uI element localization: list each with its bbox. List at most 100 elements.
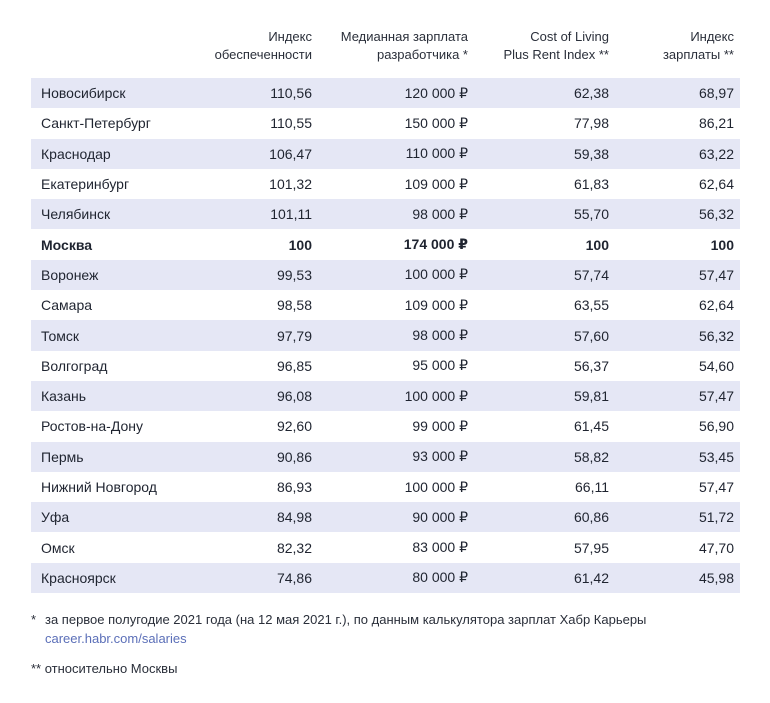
- city-cell: Воронеж: [31, 259, 206, 291]
- median-salary-cell: 83 000 ₽: [412, 539, 468, 556]
- table-row: Санкт-Петербург 110,55 150 000 ₽ 77,98 86,21: [31, 108, 740, 138]
- city-cell: Краснодар: [31, 138, 206, 169]
- cost-of-living-cell: 63,55: [573, 297, 609, 314]
- city-cell: Самара: [41, 297, 93, 314]
- cost-of-living-cell: 61,45: [573, 418, 609, 435]
- salary-index-cell: 62,64: [698, 176, 734, 193]
- city-cell: Уфа: [31, 502, 206, 533]
- salary-index-cell: 100: [710, 236, 734, 253]
- salary-index-cell: 68,97: [615, 78, 740, 109]
- city-cell: Новосибирск: [31, 78, 206, 109]
- median-salary-cell: 80 000 ₽: [318, 562, 474, 594]
- table-row: Новосибирск 110,56 120 000 ₽62,38 68,97: [31, 78, 740, 109]
- salary-index-cell: 63,22: [615, 138, 740, 169]
- index-security-cell: 96,85: [276, 357, 312, 374]
- index-security-cell: 82,32: [276, 539, 312, 556]
- header-median-salary: Медианная зарплата разработчика *: [318, 22, 474, 78]
- cost-of-living-cell: 66,11: [575, 479, 609, 495]
- city-cell: Омск: [41, 539, 75, 556]
- index-security-cell: 74,86: [206, 562, 318, 594]
- index-security-cell: 84,98: [206, 502, 318, 533]
- index-security-cell: 86,93: [276, 479, 312, 495]
- salary-index-cell: 53,45: [615, 441, 740, 472]
- median-salary-cell: 150 000 ₽: [404, 114, 468, 131]
- cost-of-living-cell: 57,60: [474, 320, 615, 351]
- table-row: Томск 97,79 98 000 ₽57,60 56,32: [31, 320, 740, 351]
- cost-of-living-cell: 61,42: [474, 562, 615, 594]
- salary-index-cell: 47,70: [698, 539, 734, 556]
- cost-of-living-cell: 56,37: [573, 357, 609, 374]
- cost-of-living-cell: 77,98: [573, 115, 609, 132]
- city-cell: Нижний Новгород: [41, 479, 157, 495]
- cost-of-living-cell: 59,38: [474, 138, 615, 169]
- cost-of-living-cell: 57,74: [474, 259, 615, 291]
- median-salary-cell: 99 000 ₽: [412, 417, 468, 434]
- footnote-mark: *: [31, 612, 37, 627]
- median-salary-cell: 109 000 ₽: [404, 175, 468, 192]
- footnote-text: за первое полугодие 2021 года (на 12 мая…: [45, 610, 646, 648]
- median-salary-cell: 100 000 ₽: [404, 478, 468, 495]
- median-salary-cell: 110 000 ₽: [318, 138, 474, 169]
- table-row: Челябинск 101,11 98 000 ₽55,70 56,32: [31, 199, 740, 230]
- salary-index-cell: 45,98: [615, 562, 740, 594]
- footnotes: * за первое полугодие 2021 года (на 12 м…: [31, 610, 646, 678]
- index-security-cell: 98,58: [276, 297, 312, 314]
- index-security-cell: 90,86: [206, 441, 318, 472]
- header-line: Индекс: [268, 29, 312, 44]
- cost-of-living-cell: 100: [585, 236, 609, 253]
- header-salary-index: Индекс зарплаты **: [615, 22, 740, 78]
- table-row: Екатеринбург 101,32 109 000 ₽ 61,83 62,64: [31, 169, 740, 199]
- index-security-cell: 96,08: [206, 380, 318, 412]
- header-line: зарплаты **: [662, 47, 734, 62]
- index-security-cell: 110,56: [206, 78, 318, 109]
- header-line: обеспеченности: [214, 47, 312, 62]
- footnote-1-text: за первое полугодие 2021 года (на 12 мая…: [45, 612, 647, 627]
- table-row: Краснодар 106,47 110 000 ₽59,38 63,22: [31, 138, 740, 169]
- index-security-cell: 101,32: [269, 176, 312, 193]
- salary-index-cell: 86,21: [698, 115, 734, 132]
- cost-of-living-cell: 60,86: [474, 502, 615, 533]
- salary-index-cell: 56,90: [698, 418, 734, 435]
- city-cell: Екатеринбург: [41, 176, 130, 193]
- header-line: Cost of Living: [530, 29, 609, 44]
- index-security-cell: 110,55: [270, 115, 312, 132]
- median-salary-cell: 100 000 ₽: [318, 380, 474, 412]
- cost-of-living-cell: 62,38: [474, 78, 615, 109]
- salaries-link[interactable]: career.habr.com/salaries: [45, 631, 187, 646]
- cities-table: Индекс обеспеченности Медианная зарплата…: [31, 22, 740, 594]
- cost-of-living-cell: 58,82: [474, 441, 615, 472]
- table-row: Красноярск 74,86 80 000 ₽61,42 45,98: [31, 562, 740, 594]
- salary-index-cell: 57,47: [615, 380, 740, 412]
- footnote-2: ** относительно Москвы: [31, 661, 178, 676]
- median-salary-cell: 95 000 ₽: [412, 357, 468, 374]
- city-cell: Санкт-Петербург: [41, 115, 151, 132]
- header-cost-of-living: Cost of Living Plus Rent Index **: [474, 22, 615, 78]
- median-salary-cell: 120 000 ₽: [318, 78, 474, 109]
- index-security-cell: 106,47: [206, 138, 318, 169]
- table-row: Пермь 90,86 93 000 ₽58,82 53,45: [31, 441, 740, 472]
- table-row: Омск 82,32 83 000 ₽ 57,95 47,70: [31, 532, 740, 562]
- median-salary-cell: 90 000 ₽: [318, 502, 474, 533]
- table-row: Казань 96,08 100 000 ₽59,81 57,47: [31, 380, 740, 412]
- salary-index-cell: 56,32: [615, 320, 740, 351]
- salary-index-cell: 62,64: [698, 297, 734, 314]
- city-cell: Москва: [41, 236, 93, 253]
- cost-of-living-cell: 55,70: [474, 199, 615, 230]
- city-cell: Красноярск: [31, 562, 206, 594]
- index-security-cell: 99,53: [206, 259, 318, 291]
- city-cell: Волгоград: [41, 357, 108, 374]
- city-cell: Пермь: [31, 441, 206, 472]
- header-city: [31, 22, 206, 78]
- index-security-cell: 101,11: [206, 199, 318, 230]
- city-cell: Ростов-на-Дону: [41, 418, 143, 435]
- header-line: Медианная зарплата: [340, 29, 468, 44]
- cost-of-living-cell: 57,95: [573, 539, 609, 556]
- salary-index-cell: 57,47: [698, 479, 734, 495]
- salary-index-cell: 54,60: [698, 357, 734, 374]
- cost-of-living-cell: 61,83: [573, 176, 609, 193]
- median-salary-cell: 98 000 ₽: [318, 199, 474, 230]
- table-row: Москва 100 174 000 ₽ 100 100: [31, 229, 740, 259]
- header-index-security: Индекс обеспеченности: [206, 22, 318, 78]
- salary-index-cell: 56,32: [615, 199, 740, 230]
- header-line: разработчика *: [377, 47, 468, 62]
